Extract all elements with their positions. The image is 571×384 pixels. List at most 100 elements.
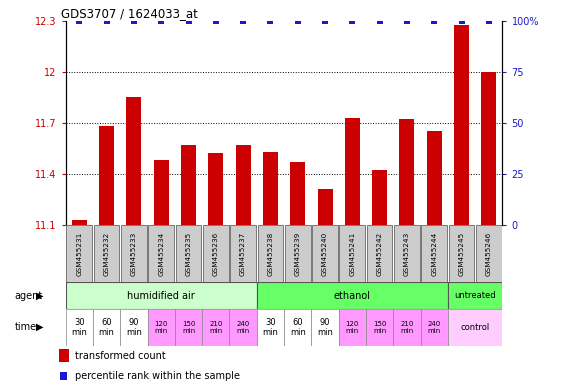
Text: percentile rank within the sample: percentile rank within the sample [75,371,240,381]
Bar [148,225,174,282]
Text: GSM455234: GSM455234 [158,231,164,276]
Bar [263,152,278,225]
Point [457,18,466,24]
Text: GSM455241: GSM455241 [349,231,355,276]
Bar [448,282,502,309]
Bar [421,309,448,346]
Bar [230,309,257,346]
Point [375,18,384,24]
Bar [120,309,147,346]
Bar [400,119,415,225]
Bar [66,309,93,346]
Point [156,18,166,24]
Bar [60,372,67,380]
Text: GSM455242: GSM455242 [377,231,383,276]
Text: 90
min: 90 min [317,318,333,337]
Text: 30
min: 30 min [263,318,278,337]
Bar [93,309,120,346]
Bar [448,309,502,346]
Bar [126,98,142,225]
Bar [317,189,332,225]
Bar [230,225,256,282]
Text: ▶: ▶ [36,322,44,332]
Text: control: control [461,323,490,332]
Bar [427,131,442,225]
Text: time: time [14,322,37,332]
Text: GSM455231: GSM455231 [77,231,82,276]
Text: 60
min: 60 min [290,318,305,337]
Point [239,18,248,24]
Bar [94,225,119,282]
Text: GSM455232: GSM455232 [103,231,110,276]
Bar [236,145,251,225]
Point [429,18,439,24]
Bar [345,118,360,225]
Point [293,18,302,24]
Text: 90
min: 90 min [126,318,142,337]
Text: untreated: untreated [455,291,496,300]
Bar [59,349,69,362]
Text: GSM455233: GSM455233 [131,231,137,276]
Text: GSM455235: GSM455235 [186,231,191,276]
Bar [394,225,420,282]
Text: GSM455240: GSM455240 [322,231,328,276]
Bar [176,225,202,282]
Point [102,18,111,24]
Bar [66,225,92,282]
Text: 120
min: 120 min [345,321,359,334]
Bar [340,225,365,282]
Bar [449,225,475,282]
Bar [208,154,223,225]
Text: 120
min: 120 min [155,321,168,334]
Text: GSM455239: GSM455239 [295,231,301,276]
Bar [372,170,387,225]
Bar [290,162,305,225]
Text: 60
min: 60 min [99,318,115,337]
Text: GSM455236: GSM455236 [213,231,219,276]
Text: 210
min: 210 min [400,321,413,334]
Bar [311,309,339,346]
Text: 150
min: 150 min [182,321,195,334]
Point [403,18,412,24]
Point [266,18,275,24]
Point [75,18,84,24]
Bar [66,282,257,309]
Text: 30
min: 30 min [71,318,87,337]
Bar [202,309,230,346]
Point [184,18,193,24]
Bar [257,282,448,309]
Bar [366,309,393,346]
Bar [257,309,284,346]
Point [211,18,220,24]
Bar [476,225,502,282]
Text: transformed count: transformed count [75,351,166,361]
Bar [203,225,228,282]
Bar [154,160,168,225]
Point [348,18,357,24]
Bar [481,72,496,225]
Bar [367,225,392,282]
Text: GSM455244: GSM455244 [431,231,437,276]
Text: GSM455246: GSM455246 [486,231,492,276]
Bar [339,309,366,346]
Point [320,18,329,24]
Text: 150
min: 150 min [373,321,387,334]
Bar [121,225,147,282]
Bar [181,145,196,225]
Bar [72,220,87,225]
Bar [99,126,114,225]
Bar [393,309,421,346]
Bar [285,225,311,282]
Text: humidified air: humidified air [127,291,195,301]
Point [484,18,493,24]
Point [130,18,139,24]
Text: 210
min: 210 min [209,321,223,334]
Bar [312,225,338,282]
Text: GSM455245: GSM455245 [459,231,465,276]
Text: GDS3707 / 1624033_at: GDS3707 / 1624033_at [61,7,198,20]
Bar [175,309,202,346]
Text: ▶: ▶ [36,291,44,301]
Bar [454,25,469,225]
Text: GSM455238: GSM455238 [267,231,274,276]
Text: GSM455237: GSM455237 [240,231,246,276]
